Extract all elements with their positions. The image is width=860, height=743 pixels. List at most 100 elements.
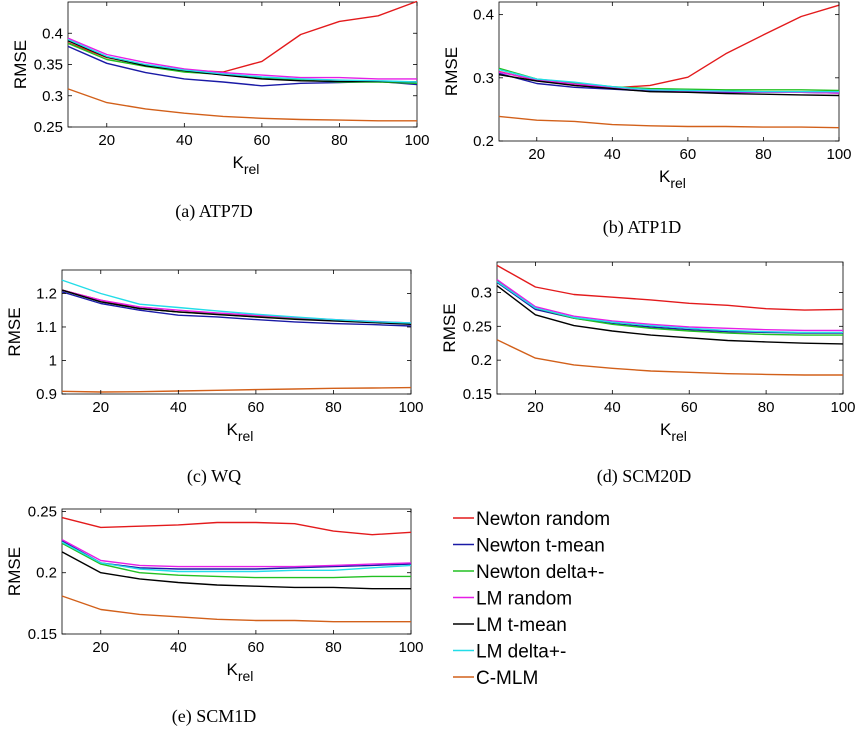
legend-label: Newton t-mean <box>476 536 605 557</box>
y-tick-label: 0.3 <box>471 284 492 301</box>
legend-item: LM delta+- <box>453 642 566 663</box>
y-tick-label: 0.2 <box>473 133 494 150</box>
series-line-lm-delta- <box>498 68 839 93</box>
series-line-lm-delta- <box>61 541 412 573</box>
series-line-newton-random <box>61 516 412 536</box>
y-tick-label: 0.35 <box>34 57 63 74</box>
legend-label: Newton random <box>476 509 610 530</box>
legend-label: Newton delta+- <box>476 562 604 583</box>
y-tick-label: 1.2 <box>36 285 57 302</box>
x-tick-label: 80 <box>325 639 342 656</box>
chart-caption: (d) SCM20D <box>597 466 692 487</box>
y-tick-label: 0.25 <box>28 503 57 520</box>
x-tick-label: 60 <box>680 146 697 163</box>
y-tick-label: 0.25 <box>463 318 492 335</box>
series-line-lm-delta- <box>61 279 412 324</box>
series-line-lm-t-mean <box>61 289 412 325</box>
legend-item: Newton delta+- <box>453 562 604 583</box>
x-tick-label: 40 <box>170 399 187 416</box>
y-tick-label: 1.1 <box>36 319 57 336</box>
x-tick-label: 20 <box>528 146 545 163</box>
x-tick-label: 60 <box>254 132 271 149</box>
legend-item: LM t-mean <box>453 615 567 636</box>
legend-label: LM delta+- <box>476 642 566 663</box>
y-tick-label: 0.3 <box>473 70 494 87</box>
chart-1: 20 40 60 80 100 0.25 0.3 0.35 0.4 RMSE Krel (a) ATP… <box>11 0 430 222</box>
y-tick-label: 0.9 <box>36 386 57 403</box>
x-tick-label: 80 <box>331 132 348 149</box>
series-line-newton-t-mean <box>61 291 412 327</box>
series-line-lm-delta- <box>496 281 843 334</box>
x-tick-label: 60 <box>248 399 265 416</box>
x-tick-label: 100 <box>826 146 851 163</box>
x-tick-label: 40 <box>170 639 187 656</box>
x-tick-label: 40 <box>604 399 621 416</box>
y-tick-label: 0.15 <box>28 626 57 643</box>
x-axis-label: Krel <box>227 660 254 684</box>
x-tick-label: 100 <box>398 639 423 656</box>
legend-label: LM random <box>476 589 572 610</box>
series-line-lm-random <box>496 279 843 332</box>
y-tick-label: 0.15 <box>463 386 492 403</box>
y-axis-label: RMSE <box>5 547 24 596</box>
chart-4: 20 40 60 80 100 0.15 0.2 0.25 0.3 RMSE Krel (d) SCM… <box>440 261 856 487</box>
y-tick-label: 0.2 <box>36 565 57 582</box>
y-tick-label: 0.4 <box>473 7 494 24</box>
x-tick-label: 100 <box>830 399 855 416</box>
series-line-newton-random <box>498 4 840 89</box>
x-tick-label: 80 <box>758 399 775 416</box>
x-tick-label: 40 <box>604 146 621 163</box>
x-tick-label: 20 <box>527 399 544 416</box>
y-tick-label: 1 <box>49 352 57 369</box>
x-axis-label: Krel <box>659 167 686 191</box>
series-line-c-mlm <box>67 88 417 122</box>
y-tick-label: 0.25 <box>34 119 63 136</box>
x-axis-label: Krel <box>233 153 260 177</box>
x-tick-label: 40 <box>176 132 193 149</box>
plot-frame <box>61 508 412 635</box>
y-axis-label: RMSE <box>442 47 461 96</box>
series-line-lm-random <box>67 37 417 80</box>
x-tick-label: 80 <box>755 146 772 163</box>
series-line-lm-t-mean <box>67 40 418 83</box>
plot-frame <box>67 1 418 128</box>
plot-frame <box>61 269 412 395</box>
x-tick-label: 100 <box>404 132 429 149</box>
plot-frame <box>496 261 844 395</box>
legend-item: LM random <box>453 589 572 610</box>
chart-5: 20 40 60 80 100 0.15 0.2 0.25 RMSE Krel (e) SCM1D <box>5 503 424 727</box>
series-line-lm-delta- <box>67 38 418 83</box>
chart-caption: (e) SCM1D <box>172 706 257 727</box>
x-tick-label: 60 <box>248 639 265 656</box>
x-tick-label: 80 <box>325 399 342 416</box>
series-line-newton-delta- <box>61 542 411 579</box>
chart-3: 20 40 60 80 100 0.9 1 1.1 1.2 RMSE Krel (c) WQ <box>5 269 424 487</box>
x-axis-label: Krel <box>227 420 254 444</box>
series-line-lm-t-mean <box>496 285 844 345</box>
x-tick-label: 20 <box>92 399 109 416</box>
x-tick-label: 60 <box>681 399 698 416</box>
legend: Newton random Newton t-mean Newton delta+-… <box>453 509 610 689</box>
x-tick-label: 20 <box>92 639 109 656</box>
legend-item: Newton random <box>453 509 610 530</box>
y-tick-label: 0.4 <box>42 25 63 42</box>
series-line-lm-t-mean <box>61 551 411 590</box>
y-axis-label: RMSE <box>5 307 24 356</box>
legend-item: C-MLM <box>453 668 538 689</box>
series-line-lm-random <box>61 538 412 568</box>
legend-item: Newton t-mean <box>453 536 605 557</box>
y-tick-label: 0.2 <box>471 352 492 369</box>
series-line-c-mlm <box>496 339 843 376</box>
series-line-newton-random <box>496 264 844 311</box>
series-line-c-mlm <box>61 595 411 623</box>
legend-label: LM t-mean <box>476 615 567 636</box>
series-line-lm-t-mean <box>498 74 840 97</box>
series-line-c-mlm <box>498 115 840 129</box>
series-line-newton-delta- <box>498 67 840 92</box>
chart-caption: (a) ATP7D <box>175 201 253 222</box>
chart-caption: (c) WQ <box>187 466 241 487</box>
y-tick-label: 0.3 <box>42 88 63 105</box>
chart-caption: (b) ATP1D <box>603 217 682 238</box>
series-line-c-mlm <box>61 386 412 393</box>
